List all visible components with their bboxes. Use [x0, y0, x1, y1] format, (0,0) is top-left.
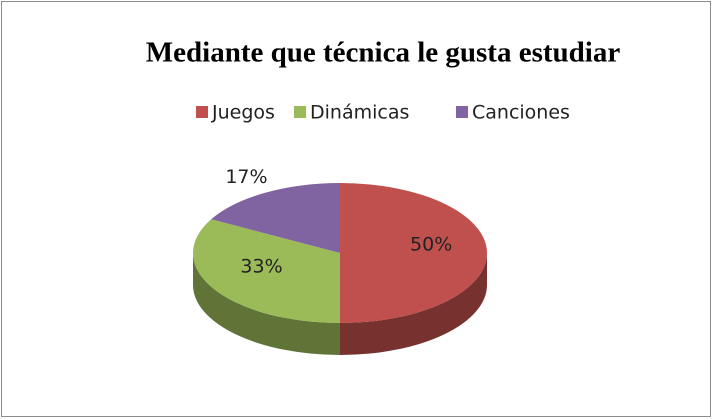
- legend-label: Canciones: [472, 102, 570, 124]
- data-label: 50%: [410, 234, 452, 256]
- legend-swatch: [456, 106, 468, 118]
- data-label: 17%: [225, 166, 267, 188]
- data-label: 33%: [240, 256, 282, 278]
- legend-swatch: [294, 106, 306, 118]
- legend-label: Juegos: [211, 102, 275, 124]
- chart-title: Mediante que técnica le gusta estudiar: [146, 37, 621, 69]
- pie-slice: [211, 183, 340, 253]
- pie-slice: [340, 183, 487, 323]
- pie-side: [193, 253, 340, 355]
- pie-slice: [192, 219, 340, 323]
- legend-label: Dinámicas: [310, 102, 409, 124]
- pie-side: [340, 253, 487, 355]
- legend-swatch: [196, 106, 208, 118]
